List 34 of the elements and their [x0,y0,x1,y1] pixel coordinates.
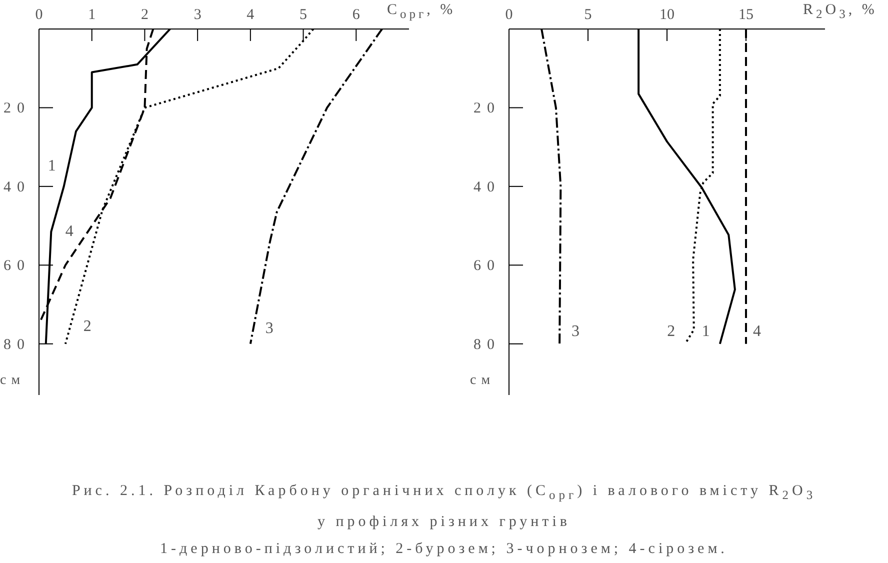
y-tick-label: 40 [474,179,500,196]
series-label: 1 [48,157,56,174]
x-tick-label: 0 [505,7,513,23]
y-axis-title: см [470,373,496,389]
text: 1-дерново-підзолистий; 2-бурозем; 3-чорнозем; 4-сірозем. [159,540,729,559]
text: у профілях різних грунтів [316,513,572,532]
x-axis-title: C$_{орг}$, % [387,2,456,22]
series-label: 4 [65,223,74,240]
x-tick-label: 15 [738,7,754,23]
x-tick-label: 5 [584,7,592,23]
series-label: 3 [265,320,274,337]
text: Рис. 2.1. Розподіл Карбону органічних сполук (C$_{орг}$) і валового вмісту R$_{2}$O$_{3}$ [70,482,818,504]
series-label: 4 [753,322,761,340]
x-tick-label: 0 [35,7,43,23]
y-tick-label: 60 [4,258,30,274]
series-label: 1 [702,322,710,340]
series-label: 3 [572,322,580,340]
x-axis-title: R$_{2}$O$_{3}$, % [803,2,878,22]
series-label: 2 [83,318,92,335]
x-tick-label: 3 [194,7,202,23]
x-tick-label: 10 [660,7,674,23]
y-axis-title: см [0,373,26,389]
x-tick-label: 5 [300,7,308,23]
y-tick-label: 80 [474,336,500,353]
y-tick-label: 20 [4,100,30,117]
x-tick-label: 2 [140,7,148,23]
y-tick-label: 60 [474,258,500,274]
y-tick-label: 80 [4,336,30,353]
x-tick-label: 4 [246,7,255,23]
x-tick-label: 6 [352,7,360,23]
y-tick-label: 20 [474,100,500,117]
y-tick-label: 40 [4,179,30,196]
x-tick-label: 1 [88,7,96,23]
series-label: 2 [667,322,676,340]
